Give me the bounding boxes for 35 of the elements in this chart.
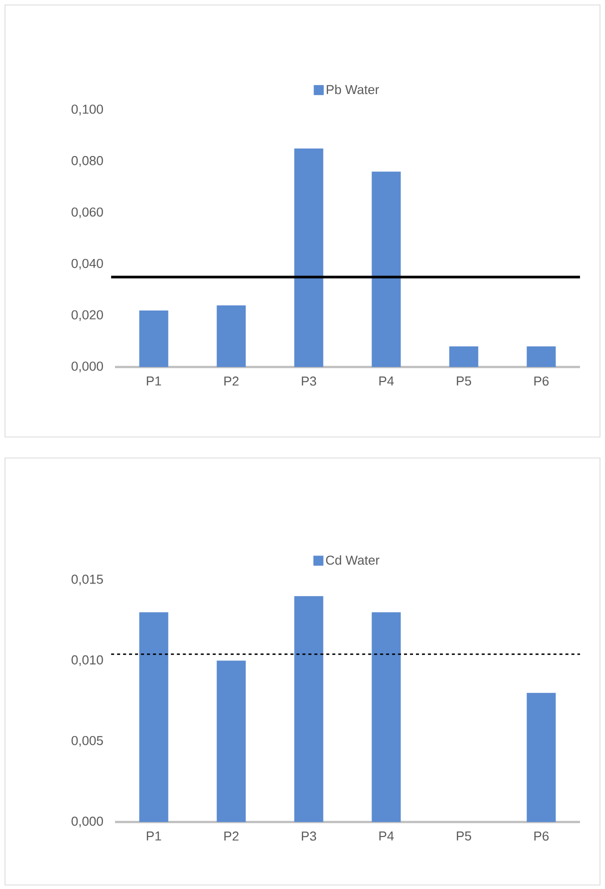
bar — [372, 172, 401, 367]
bar — [526, 692, 556, 822]
y-tick-label: 0,010 — [72, 655, 103, 666]
y-tick-label: 0,100 — [72, 104, 103, 116]
y-tick-label: 0,005 — [72, 736, 103, 747]
bar — [139, 612, 168, 822]
y-tick-label: 0,060 — [72, 207, 103, 218]
bar — [526, 346, 556, 367]
x-tick-label: P5 — [456, 832, 472, 841]
y-tick-label: 0,015 — [72, 574, 103, 586]
bar — [372, 612, 401, 822]
bar — [216, 660, 246, 822]
legend-label: Pb Water — [326, 84, 380, 94]
bar — [294, 148, 324, 367]
bar — [294, 596, 324, 822]
y-tick-label: 0,000 — [72, 816, 103, 828]
legend-label: Cd Water — [326, 555, 380, 565]
y-tick-label: 0,080 — [72, 156, 103, 167]
x-tick-label: P2 — [224, 832, 239, 841]
x-tick-label: P4 — [379, 832, 394, 840]
x-tick-label: P4 — [379, 376, 394, 386]
x-tick-label: P3 — [302, 376, 316, 386]
x-tick-label: P6 — [534, 376, 549, 386]
x-tick-label: P1 — [146, 832, 162, 840]
x-tick-label: P6 — [534, 832, 549, 841]
y-tick-label: 0,000 — [72, 362, 103, 372]
x-tick-label: P1 — [146, 376, 162, 386]
x-tick-label: P2 — [224, 376, 239, 386]
y-tick-label: 0,040 — [72, 258, 103, 270]
x-tick-label: P5 — [456, 376, 472, 386]
bar — [449, 346, 478, 367]
bar — [216, 305, 246, 367]
x-tick-label: P3 — [302, 832, 316, 841]
y-tick-label: 0,020 — [72, 310, 103, 321]
bar — [139, 310, 168, 367]
